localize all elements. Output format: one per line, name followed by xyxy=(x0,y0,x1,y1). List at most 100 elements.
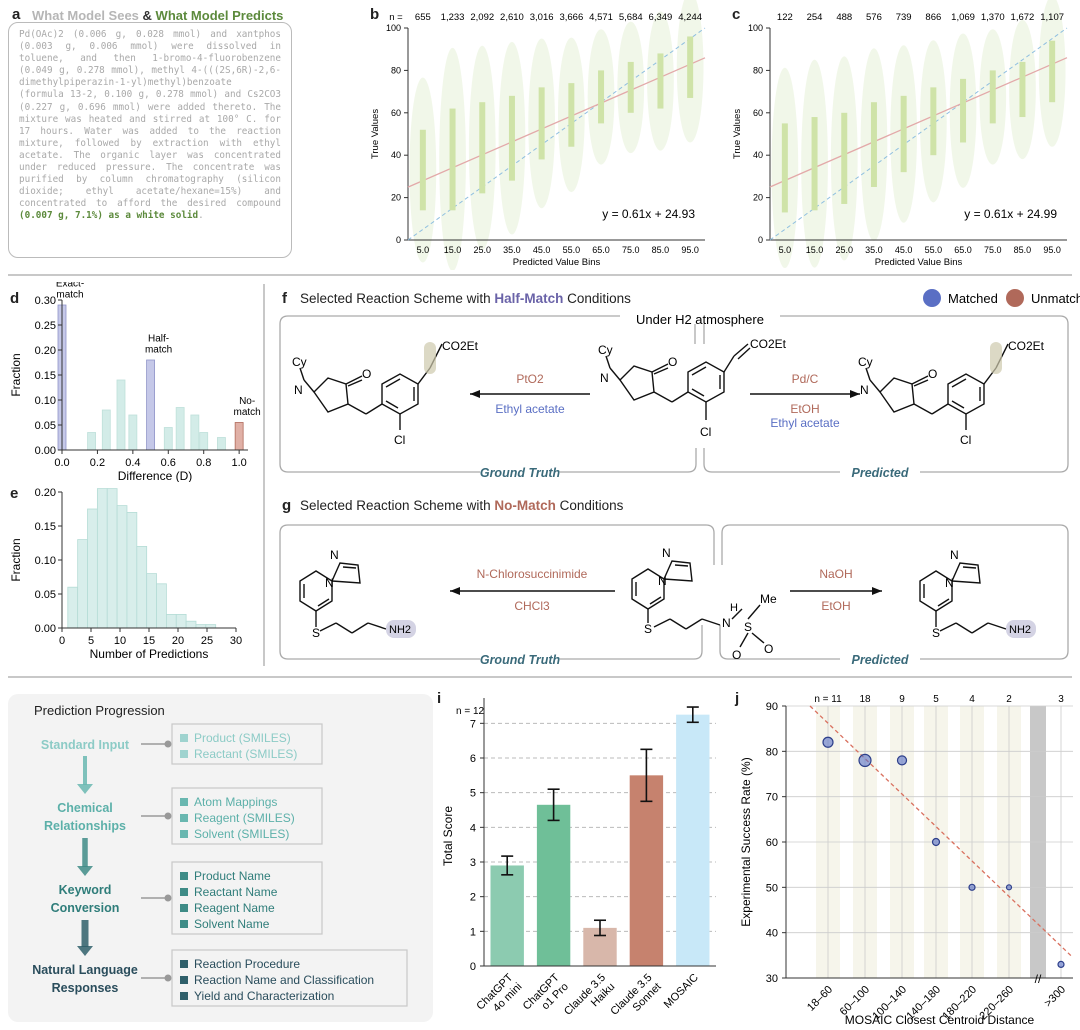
x-tick-label: 95.0 xyxy=(681,245,699,255)
y-tick-label: 50 xyxy=(766,882,778,894)
x-tick-label: 5.0 xyxy=(779,245,792,255)
f-right-solvent1: EtOH xyxy=(790,402,819,416)
stage-name: Responses xyxy=(52,981,119,995)
f-right-ester: CO2Et xyxy=(1008,339,1045,353)
f-left-highlight xyxy=(424,342,436,374)
item-bullet xyxy=(180,750,188,758)
legend-matched-label: Matched xyxy=(948,291,998,306)
annotation-label: Half- xyxy=(148,334,169,345)
hist-bar xyxy=(106,488,118,629)
panel-e-letter: e xyxy=(10,485,19,502)
f-title-post: Conditions xyxy=(563,291,631,306)
stage-name: Standard Input xyxy=(41,738,130,752)
g-center-s1: S xyxy=(644,622,652,636)
n-label: 5 xyxy=(933,694,939,705)
hist-bar xyxy=(185,620,197,629)
y-tick-label: 0 xyxy=(470,961,476,973)
x-tick-label: 75.0 xyxy=(622,245,640,255)
bar-mid xyxy=(217,437,226,451)
g-right-reagent: NaOH xyxy=(819,567,852,581)
panel-h-title: Prediction Progression xyxy=(34,703,165,718)
g-right-solvent: EtOH xyxy=(821,599,850,613)
f-pred-box xyxy=(742,315,1069,473)
y-tick-label: 6 xyxy=(470,753,476,765)
box-15.0 xyxy=(811,117,818,211)
f-left-ester: CO2Et xyxy=(442,339,479,353)
g-center-s2: S xyxy=(744,620,752,634)
n-label: 1,107 xyxy=(1040,12,1064,23)
x-tick-label: 20 xyxy=(172,635,184,647)
f-center-cl: Cl xyxy=(700,425,711,439)
stage-item: Reactant (SMILES) xyxy=(194,747,297,761)
bar-mid xyxy=(190,414,200,451)
identity-line xyxy=(769,27,1068,241)
y-tick-label: 40 xyxy=(391,150,401,160)
hist-bar xyxy=(136,546,148,629)
item-bullet xyxy=(180,798,188,806)
f-left-o: O xyxy=(362,367,371,381)
x-tick-label: 35.0 xyxy=(865,245,883,255)
panel-c-letter: c xyxy=(732,6,741,23)
n-label: 4 xyxy=(969,694,975,705)
item-bullet xyxy=(180,888,188,896)
f-center-molecule xyxy=(605,343,751,420)
panel-j-letter: j xyxy=(735,690,740,707)
f-left-solvent: Ethyl acetate xyxy=(495,402,565,416)
box-95.0 xyxy=(1049,40,1056,103)
item-bullet xyxy=(180,920,188,928)
stage-name: Relationships xyxy=(44,819,126,833)
y-axis-label: Fraction xyxy=(9,353,23,396)
hist-bar xyxy=(205,624,217,629)
title-predicts: What Model Predicts xyxy=(155,8,284,23)
y-axis-label: Total Score xyxy=(441,806,455,866)
f-right-reagent: Pd/C xyxy=(792,372,819,386)
x-tick-label: Claude 3.5Sonnet xyxy=(608,972,663,1027)
g-predicted-label: Predicted xyxy=(852,653,909,667)
point-220–260 xyxy=(1005,884,1013,891)
g-center-molecule xyxy=(631,560,765,648)
stage-arrow-head xyxy=(77,784,93,794)
procedure-highlight: (0.007 g, 7.1%) as a white solid xyxy=(19,210,199,222)
procedure-box: Pd(OAc)2 (0.006 g, 0.028 mmol) and xantp… xyxy=(8,22,292,258)
f-title-pre: Selected Reaction Scheme with xyxy=(300,291,495,306)
stage-box xyxy=(171,787,323,845)
n-label: n = 12 xyxy=(456,706,485,717)
stage-item: Product (SMILES) xyxy=(194,731,291,745)
chart-b: 0 20 40 60 80 100 5.0 655 15.0 1,233 25.0 2,092 35.0… xyxy=(370,0,706,270)
panel-f-title: Selected Reaction Scheme with Half-Match… xyxy=(300,291,631,306)
box-45.0 xyxy=(538,87,545,160)
x-tick-label: 65.0 xyxy=(954,245,972,255)
y-tick-label: 0.00 xyxy=(35,445,56,457)
bar-mid xyxy=(101,409,111,451)
n-label: 1,672 xyxy=(1011,12,1035,23)
panel-g-letter: g xyxy=(282,497,292,514)
g-center-n1: N xyxy=(658,574,667,588)
y-tick-label: 60 xyxy=(753,108,763,118)
stage-item: Yield and Characterization xyxy=(194,989,334,1003)
x-tick-label: 85.0 xyxy=(652,245,670,255)
hist-bar xyxy=(126,512,138,629)
n-label: 1,069 xyxy=(951,12,975,23)
n-label: 3,666 xyxy=(559,12,583,23)
y-axis-label: True Values xyxy=(732,109,743,159)
g-left-molecule xyxy=(299,562,387,634)
x-tick-label: >300 xyxy=(1042,984,1068,1010)
g-center-n2: N xyxy=(662,546,671,560)
f-right-molecule xyxy=(865,343,1009,430)
panel-d-letter: d xyxy=(10,290,20,307)
title-amp: & xyxy=(138,8,156,23)
stage-item: Reagent (SMILES) xyxy=(194,811,295,825)
g-right-n2: N xyxy=(950,548,959,562)
box-45.0 xyxy=(900,95,907,173)
x-tick-label: MOSAIC xyxy=(662,972,701,1011)
n-label: 254 xyxy=(807,12,823,23)
f-left-cy: Cy xyxy=(292,355,307,369)
point-60–100 xyxy=(858,753,872,768)
box-55.0 xyxy=(930,87,937,156)
n-prefix: n = xyxy=(389,12,403,23)
y-tick-label: 4 xyxy=(470,822,476,834)
x-tick-label: 45.0 xyxy=(533,245,551,255)
g-left-reagent: N-Chlorosuccinimide xyxy=(477,567,588,581)
y-tick-label: 0.05 xyxy=(35,589,56,601)
